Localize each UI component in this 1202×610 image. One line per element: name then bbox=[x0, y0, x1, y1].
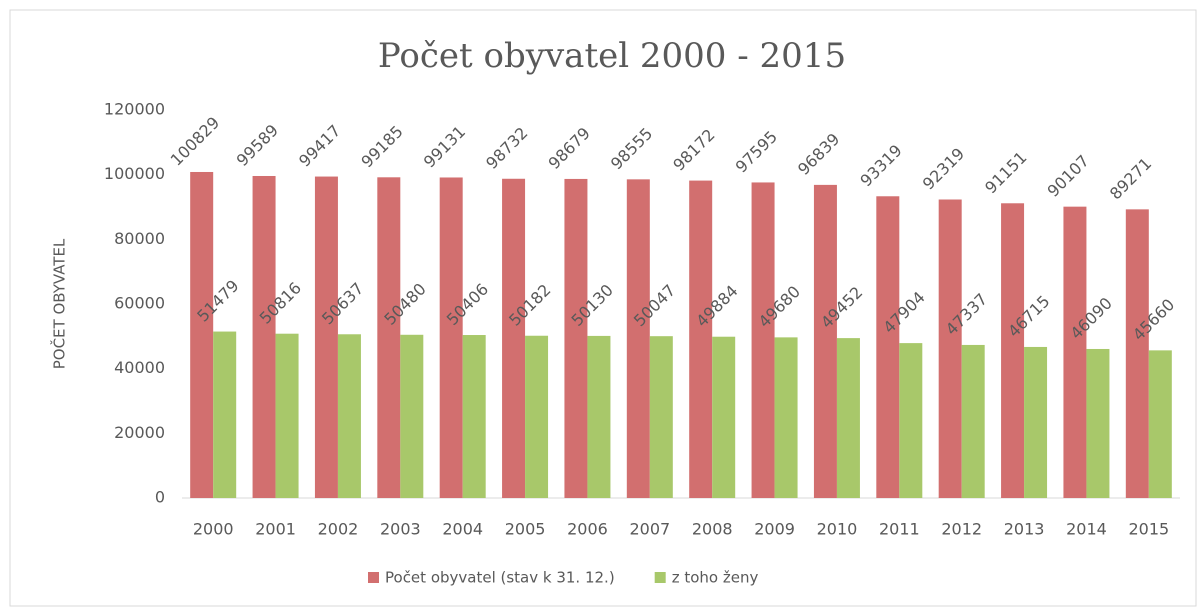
bar bbox=[1086, 348, 1110, 498]
y-tick-label: 0 bbox=[155, 488, 165, 507]
y-tick-label: 20000 bbox=[114, 423, 165, 442]
bar bbox=[649, 336, 673, 498]
x-tick-label: 2007 bbox=[629, 520, 670, 539]
x-tick-label: 2014 bbox=[1066, 520, 1107, 539]
bar bbox=[751, 182, 775, 498]
legend-label: Počet obyvatel (stav k 31. 12.) bbox=[385, 569, 615, 587]
bar bbox=[1148, 350, 1172, 498]
x-tick-label: 2002 bbox=[318, 520, 359, 539]
bar bbox=[1001, 203, 1025, 498]
chart-title: Počet obyvatel 2000 - 2015 bbox=[378, 36, 846, 76]
bar bbox=[1125, 209, 1149, 498]
bar bbox=[689, 180, 713, 498]
x-tick-label: 2010 bbox=[817, 520, 858, 539]
bar bbox=[587, 335, 611, 498]
bar bbox=[213, 331, 237, 498]
x-tick-label: 2009 bbox=[754, 520, 795, 539]
bar bbox=[813, 184, 837, 498]
bar bbox=[1024, 346, 1048, 498]
x-tick-label: 2013 bbox=[1004, 520, 1045, 539]
x-tick-label: 2011 bbox=[879, 520, 920, 539]
bar bbox=[252, 175, 276, 499]
x-tick-label: 2005 bbox=[505, 520, 546, 539]
y-tick-label: 80000 bbox=[114, 229, 165, 248]
bar bbox=[190, 171, 214, 498]
x-tick-label: 2001 bbox=[255, 520, 296, 539]
bar bbox=[899, 343, 923, 498]
bar bbox=[1063, 206, 1087, 498]
bar bbox=[462, 335, 486, 498]
legend-swatch bbox=[654, 572, 666, 583]
x-tick-label: 2000 bbox=[193, 520, 234, 539]
bar bbox=[439, 177, 463, 498]
bar bbox=[564, 178, 588, 498]
x-tick-label: 2015 bbox=[1128, 520, 1169, 539]
x-tick-label: 2003 bbox=[380, 520, 421, 539]
x-tick-label: 2008 bbox=[692, 520, 733, 539]
bar bbox=[712, 336, 736, 498]
bar bbox=[275, 333, 299, 498]
bar bbox=[502, 178, 526, 498]
y-tick-label: 120000 bbox=[104, 100, 165, 119]
bar bbox=[961, 344, 985, 498]
y-tick-label: 100000 bbox=[104, 164, 165, 183]
x-tick-label: 2004 bbox=[442, 520, 483, 539]
bar bbox=[400, 334, 424, 498]
bar bbox=[626, 179, 650, 498]
bar bbox=[774, 337, 798, 498]
bar bbox=[337, 334, 361, 498]
bar bbox=[314, 176, 338, 498]
legend-label: z toho ženy bbox=[672, 569, 759, 587]
bar bbox=[377, 177, 401, 499]
x-tick-label: 2006 bbox=[567, 520, 608, 539]
bar bbox=[525, 335, 549, 498]
bar bbox=[876, 196, 900, 499]
y-tick-label: 40000 bbox=[114, 358, 165, 377]
bar bbox=[938, 199, 962, 499]
bar bbox=[836, 338, 860, 498]
x-tick-label: 2012 bbox=[941, 520, 982, 539]
legend-swatch bbox=[368, 572, 379, 583]
y-tick-label: 60000 bbox=[114, 294, 165, 313]
y-axis-label: POČET OBYVATEL bbox=[50, 238, 69, 369]
